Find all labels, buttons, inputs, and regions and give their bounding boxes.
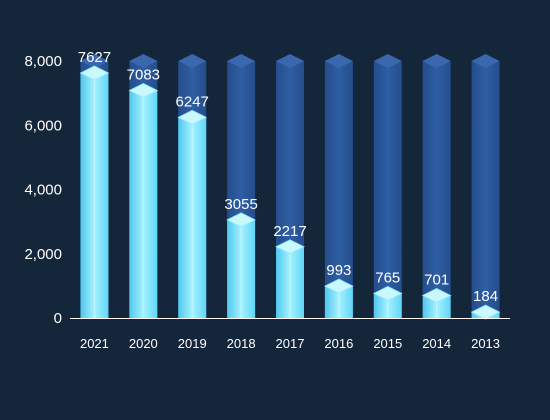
bar-track bbox=[373, 61, 402, 318]
bar-top bbox=[421, 288, 452, 303]
y-tick-label: 6,000 bbox=[24, 117, 62, 134]
x-tick-label: 2020 bbox=[129, 336, 158, 351]
bar-track-top bbox=[324, 54, 353, 68]
data-label: 7627 bbox=[78, 49, 111, 66]
bar-track-top bbox=[80, 54, 109, 68]
bar-top bbox=[226, 212, 257, 228]
bar-track-top bbox=[422, 54, 451, 68]
bar-top bbox=[323, 278, 354, 294]
x-tick-label: 2018 bbox=[227, 336, 256, 351]
data-labels: 7627 7083 6247 3055 2217 993 765 701 184 bbox=[78, 49, 498, 305]
bar-track-top bbox=[471, 54, 500, 68]
x-tick-label: 2014 bbox=[422, 336, 451, 351]
x-tick-label: 2017 bbox=[276, 336, 305, 351]
bar-top bbox=[470, 304, 501, 320]
x-tick-label: 2019 bbox=[178, 336, 207, 351]
bar-track bbox=[324, 61, 353, 318]
x-tick-label: 2013 bbox=[471, 336, 500, 351]
y-tick-label: 4,000 bbox=[24, 182, 62, 199]
bar-track-top bbox=[276, 54, 304, 68]
bars bbox=[79, 65, 501, 320]
x-tick-label: 2021 bbox=[80, 336, 109, 351]
bar-track bbox=[471, 61, 500, 318]
bar-top bbox=[275, 239, 305, 255]
y-tick-label: 8,000 bbox=[24, 53, 62, 70]
data-label: 993 bbox=[326, 262, 351, 279]
x-tick-label: 2015 bbox=[373, 336, 402, 351]
bar-track bbox=[422, 61, 451, 318]
bar-track-top bbox=[129, 54, 158, 68]
bar-track-top bbox=[227, 54, 256, 68]
bar-top bbox=[177, 109, 208, 125]
data-label: 184 bbox=[473, 288, 498, 305]
data-label: 3055 bbox=[224, 196, 257, 213]
data-label: 701 bbox=[424, 271, 449, 288]
data-label: 6247 bbox=[176, 93, 209, 110]
x-axis: 2021 2020 2019 2018 2017 2016 2015 2014 2013 bbox=[80, 336, 500, 351]
x-tick-label: 2016 bbox=[324, 336, 353, 351]
bar-track-top bbox=[373, 54, 402, 68]
y-tick-label: 2,000 bbox=[24, 246, 62, 263]
data-label: 2217 bbox=[273, 223, 306, 240]
y-tick-label: 0 bbox=[54, 310, 62, 327]
data-label: 765 bbox=[375, 269, 400, 286]
bar-top bbox=[79, 65, 110, 81]
data-label: 7083 bbox=[127, 66, 160, 83]
bar-top bbox=[372, 285, 403, 301]
bar-track-top bbox=[178, 54, 207, 68]
bar-top bbox=[128, 83, 159, 98]
y-axis: 0 2,000 4,000 6,000 8,000 bbox=[24, 53, 62, 327]
